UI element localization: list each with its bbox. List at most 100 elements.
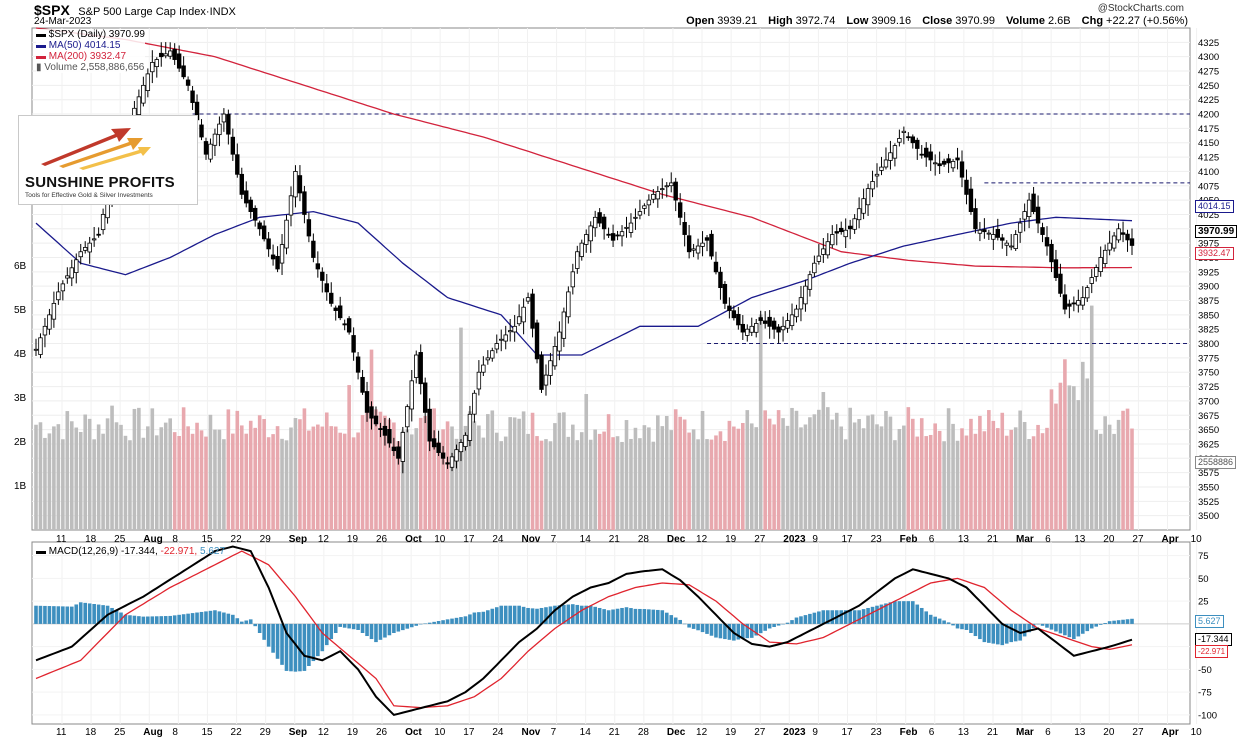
price-tick-label: 3925 <box>1198 267 1219 278</box>
volume-bar <box>208 414 213 530</box>
macd-histogram-bar <box>396 623 401 632</box>
candle-body <box>986 232 992 235</box>
volume-bar <box>951 423 955 530</box>
candle-body <box>839 227 844 233</box>
macd-histogram-bar <box>302 623 307 671</box>
volume-bar <box>767 418 772 530</box>
x-tick-label: 9 <box>812 534 818 545</box>
volume-bar <box>427 432 432 530</box>
candle-body <box>42 325 48 336</box>
candle-body <box>624 226 629 229</box>
volume-bar <box>539 440 544 530</box>
x-tick-label-macd: 11 <box>56 727 67 737</box>
macd-histogram-bar <box>790 620 794 624</box>
volume-bar <box>222 439 226 530</box>
x-tick-label: 12 <box>696 534 708 545</box>
candle-body <box>503 334 508 342</box>
volume-bar <box>490 410 495 530</box>
volume-bar <box>763 410 767 530</box>
candle-body <box>154 59 159 68</box>
macd-histogram-bar <box>490 608 495 624</box>
candle-body <box>1009 245 1014 248</box>
volume-bar <box>749 423 754 530</box>
logo-subtitle: Tools for Effective Gold & Silver Invest… <box>25 192 153 199</box>
volume-bar <box>718 431 723 530</box>
macd-histogram-bar <box>213 610 217 624</box>
candle-body <box>279 244 285 264</box>
volume-bar <box>866 415 870 530</box>
volume-bar <box>1040 433 1045 530</box>
volume-bar <box>284 440 289 530</box>
volume-bar <box>575 440 580 530</box>
legend-ma50-text: MA(50) 4014.15 <box>48 40 121 51</box>
volume-bar <box>342 433 347 530</box>
macd-histogram-bar <box>284 623 289 671</box>
volume-tick-label: 6B <box>14 261 27 272</box>
volume-bar <box>190 433 195 530</box>
candle-body <box>785 320 790 329</box>
x-tick-label-macd: 12 <box>318 727 330 737</box>
volume-bar <box>781 418 785 530</box>
price-tick-label: 4075 <box>1198 181 1219 192</box>
volume-bar <box>508 417 512 530</box>
candle-body <box>261 225 267 240</box>
macd-histogram-bar <box>114 610 119 624</box>
candle-body <box>1040 227 1045 235</box>
candle-body <box>964 179 969 195</box>
macd-histogram-bar <box>888 602 893 624</box>
volume-bar <box>946 408 951 530</box>
volume-bar <box>548 441 553 530</box>
x-tick-label: 13 <box>1074 534 1086 545</box>
x-tick-label: 2023 <box>783 534 806 545</box>
macd-histogram-bar <box>651 609 656 624</box>
macd-histogram-bar <box>43 605 47 624</box>
volume-bar <box>1004 435 1009 530</box>
macd-histogram-bar <box>280 623 284 665</box>
price-tick-label: 4025 <box>1198 210 1219 221</box>
volume-bar <box>132 408 137 530</box>
volume-bar <box>293 418 298 530</box>
candle-body <box>176 53 182 69</box>
candle-body <box>642 205 647 209</box>
macd-histogram-bar <box>190 613 195 624</box>
volume-bar <box>387 419 392 530</box>
volume-tick-label: 1B <box>14 481 27 492</box>
x-tick-label: 27 <box>1132 534 1144 545</box>
macd-panel-frame <box>31 541 1191 725</box>
volume-bar <box>553 423 557 530</box>
candle-body <box>628 222 634 233</box>
x-tick-label: 17 <box>841 534 853 545</box>
macd-histogram-bar <box>409 623 414 628</box>
macd-histogram-bar <box>1063 623 1067 636</box>
x-tick-label-macd: 27 <box>754 727 766 737</box>
volume-bar <box>1013 427 1018 530</box>
candle-body <box>736 313 741 326</box>
x-tick-label: 28 <box>638 534 650 545</box>
candle-body <box>695 245 701 254</box>
candle-body <box>297 175 303 194</box>
volume-bar <box>204 436 208 530</box>
macd-histogram-bar <box>875 605 879 624</box>
volume-bar <box>213 429 217 530</box>
volume-bar <box>1049 389 1054 530</box>
macd-histogram-bar <box>481 611 486 624</box>
macd-histogram-bar <box>772 623 776 628</box>
macd-histogram-bar <box>38 605 43 624</box>
x-tick-label-macd: Apr <box>1161 727 1178 737</box>
macd-histogram-bar <box>405 623 410 629</box>
macd-histogram-bar <box>1089 623 1094 629</box>
macd-histogram-bar <box>781 623 785 625</box>
candle-body <box>141 84 146 104</box>
volume-bar <box>266 437 271 530</box>
candle-body <box>803 285 808 305</box>
volume-bar <box>365 411 369 530</box>
macd-histogram-bar <box>137 616 141 624</box>
candle-body <box>901 130 907 133</box>
volume-bar <box>526 433 530 530</box>
x-tick-label-macd: 17 <box>463 727 475 737</box>
volume-bar <box>1085 378 1090 530</box>
volume-bar <box>955 440 960 530</box>
volume-bar <box>418 417 423 530</box>
volume-bar <box>1121 410 1125 530</box>
x-tick-label: 29 <box>260 534 272 545</box>
